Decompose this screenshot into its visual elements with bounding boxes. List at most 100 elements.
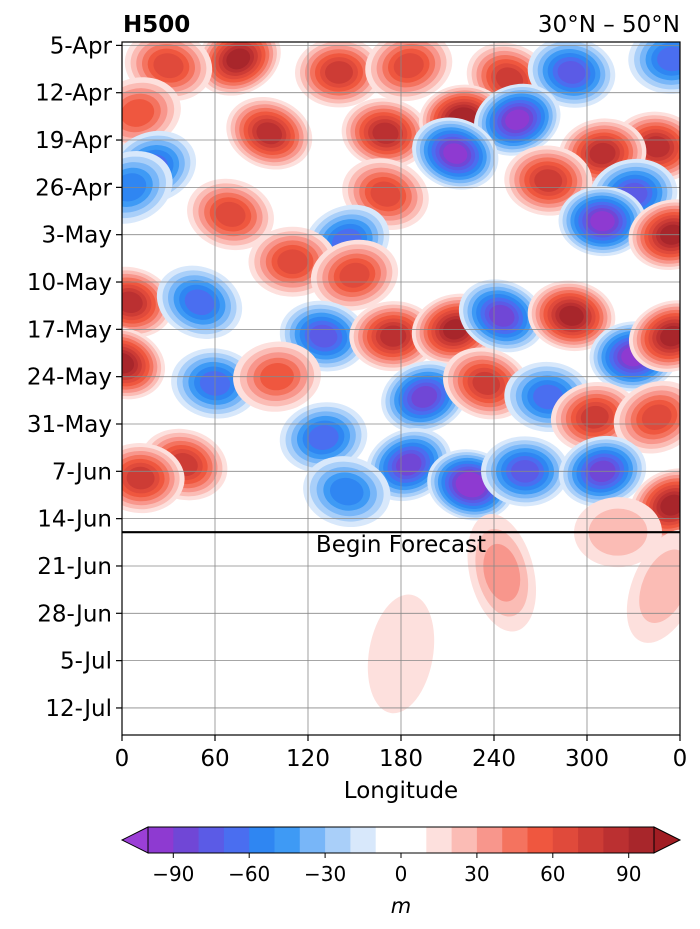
anomaly-contour [639,549,680,623]
anomaly-contour [256,122,283,145]
anomaly-blob [295,42,383,108]
y-tick-label: 3-May [42,223,112,249]
colorbar-segment [223,827,250,853]
anomaly-blob [504,361,593,433]
anomaly-blob [628,42,680,94]
colorbar-tick-label: 60 [540,862,565,886]
anomaly-blob [381,360,468,434]
anomaly-blob [122,266,174,338]
colorbar-segment [350,827,377,853]
colorbar-segment [173,827,200,853]
anomaly-contour [443,143,468,164]
anomaly-contour [372,122,399,144]
colorbar-tick-label: 90 [616,862,641,886]
anomaly-blob [303,456,391,528]
anomaly-contour [395,453,422,476]
colorbar-segment [603,827,630,853]
anomaly-contour [380,325,407,347]
colorbar-segment [249,827,275,853]
anomaly-contour [184,289,215,316]
anomaly-blob [613,380,680,454]
y-tick-label: 5-Apr [50,33,113,59]
anomaly-contour [122,352,135,374]
gridlines [122,42,680,735]
anomaly-blob [279,300,368,372]
anomaly-blob [527,280,616,352]
anomaly-contour [122,291,143,314]
colorbar-segment [198,827,225,853]
y-tick-label: 10-May [27,270,112,296]
anomaly-contour [215,201,246,227]
anomaly-contour [641,404,672,430]
y-tick-label: 5-Jul [60,649,112,675]
colorbar-tick-label: −30 [304,862,346,886]
chart-title: H500 [123,12,190,38]
colorbar-extend-high [653,826,682,854]
anomaly-blob [226,96,313,170]
colorbar-segment [578,827,604,853]
anomaly-contour [559,305,584,326]
anomaly-contour [534,169,563,192]
anomaly-contour [126,466,155,490]
y-tick-label: 7-Jun [52,459,112,485]
colorbar-segment [527,827,554,853]
x-tick-label: 0 [673,746,688,772]
colorbar-segment [628,827,655,853]
anomaly-contour [472,371,501,396]
anomaly-contour [329,477,364,506]
colorbar-segment [148,827,174,853]
colorbar-tick-label: −60 [228,862,270,886]
anomaly-blob [365,42,453,102]
colorbar-tick-label: 30 [464,862,489,886]
anomaly-blob [467,514,537,632]
anomaly-blob [349,301,438,372]
anomaly-contour [590,211,615,232]
x-tick-label: 60 [200,746,229,772]
chart-subtitle: 30°N – 50°N [538,12,680,38]
x-tick-label: 0 [115,746,130,772]
colorbar-label: m [391,894,411,918]
colorbar-segment [274,827,301,853]
anomaly-contour [505,109,530,130]
anomaly-contour [643,136,670,158]
anomaly-blob [310,239,399,311]
colorbar-segment [299,827,326,853]
colorbar-segment [325,827,351,853]
anomaly-blob [626,529,680,643]
anomaly-contour [557,61,586,84]
y-tick-label: 26-Apr [35,175,112,201]
y-tick-label: 24-May [27,365,112,391]
y-tick-label: 14-Jun [37,507,112,533]
anomaly-contour [308,425,339,450]
colorbar-segment [476,827,503,853]
anomaly-blob [527,42,616,108]
anomaly-contour [660,494,680,516]
anomaly-contour [660,325,680,347]
anomaly-blob [122,443,185,514]
x-axis-label: Longitude [344,778,458,804]
y-axis: 5-Apr 12-Apr 19-Apr 26-Apr 3-May 10-May 17-May… [27,33,122,722]
anomaly-blob [458,279,545,353]
anomaly-blob [558,186,647,257]
y-tick-label: 28-Jun [37,601,112,627]
anomaly-contour [411,386,438,408]
anomaly-contour [483,543,521,602]
colorbar-extend-low [120,826,149,854]
anomaly-contour [325,61,353,84]
colorbar: −90 −60 −30 0 30 60 90 [120,826,682,886]
anomaly-contour [153,53,184,79]
anomaly-contour [226,48,251,70]
x-tick-label: 180 [379,746,423,772]
anomaly-contour [580,405,609,429]
anomaly-blob [279,402,368,473]
plot-area [122,42,680,735]
x-tick-label: 240 [472,746,516,772]
y-tick-label: 31-May [27,412,112,438]
y-tick-label: 21-Jun [37,554,112,580]
y-tick-label: 17-May [27,317,112,343]
anomaly-blob [628,300,680,372]
colorbar-segment [552,827,579,853]
colorbar-tick-label: −90 [152,862,194,886]
anomaly-contour [277,249,308,275]
